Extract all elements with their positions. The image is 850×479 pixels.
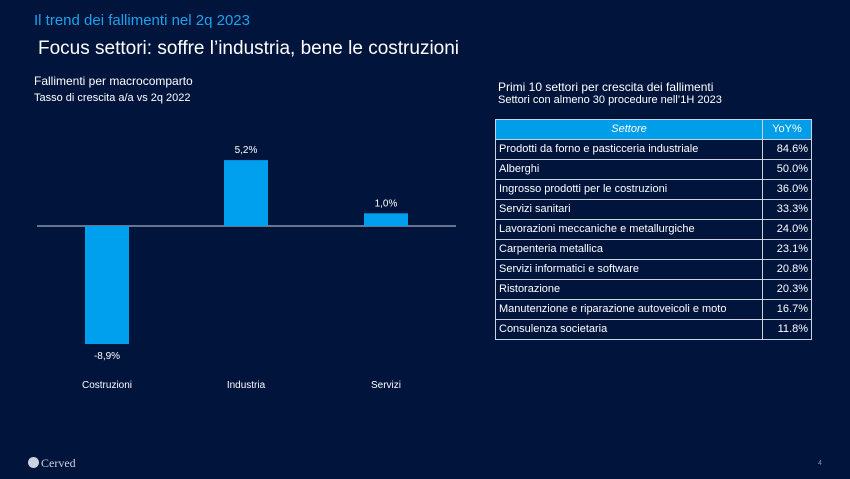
sector-yoy: 20.8% [762, 259, 812, 280]
bar-costruzioni [85, 226, 129, 345]
sector-yoy: 20.3% [762, 279, 812, 300]
bar-chart: -8,9% Costruzioni 5,2% Industria 1,0% Servizi [37, 145, 456, 391]
kicker-title: Il trend dei fallimenti nel 2q 2023 [34, 12, 250, 29]
table-header-row: Settore YoY% [495, 119, 812, 140]
value-label: -8,9% [94, 351, 120, 362]
cerved-mark-icon [28, 457, 39, 468]
value-label: 5,2% [235, 145, 258, 156]
table-row: Servizi informatici e software 20.8% [495, 259, 812, 280]
sectors-table: Settore YoY% Prodotti da forno e pasticc… [495, 119, 812, 340]
table-row: Consulenza societaria 11.8% [495, 319, 812, 340]
sector-name: Prodotti da forno e pasticceria industri… [495, 139, 763, 160]
page-number: 4 [818, 460, 822, 467]
table-row: Alberghi 50.0% [495, 159, 812, 180]
sector-name: Servizi informatici e software [495, 259, 763, 280]
table-row: Servizi sanitari 33.3% [495, 199, 812, 220]
sector-yoy: 11.8% [762, 319, 812, 340]
bar-industria [224, 160, 268, 226]
table-row: Manutenzione e riparazione autoveicoli e… [495, 299, 812, 320]
sector-yoy: 50.0% [762, 159, 812, 180]
sector-yoy: 33.3% [762, 199, 812, 220]
chart-title: Fallimenti per macrocomparto [34, 74, 193, 88]
category-label: Costruzioni [82, 380, 132, 391]
category-label: Servizi [371, 380, 401, 391]
sector-name: Ristorazione [495, 279, 763, 300]
value-label: 1,0% [375, 198, 398, 209]
sector-name: Lavorazioni meccaniche e metallurgiche [495, 219, 763, 240]
sector-yoy: 84.6% [762, 139, 812, 160]
sector-name: Manutenzione e riparazione autoveicoli e… [495, 299, 763, 320]
sector-name: Carpenteria metallica [495, 239, 763, 260]
table-body: Prodotti da forno e pasticceria industri… [495, 139, 812, 340]
sector-name: Ingrosso prodotti per le costruzioni [495, 179, 763, 200]
header-yoy: YoY% [762, 119, 812, 140]
page-headline: Focus settori: soffre l’industria, bene … [38, 38, 460, 59]
sector-name: Consulenza societaria [495, 319, 763, 340]
table-row: Carpenteria metallica 23.1% [495, 239, 812, 260]
chart-subtitle: Tasso di crescita a/a vs 2q 2022 [34, 92, 191, 104]
table-title: Primi 10 settori per crescita dei fallim… [498, 80, 714, 94]
sector-yoy: 23.1% [762, 239, 812, 260]
cerved-logo: Cerved [28, 456, 76, 471]
sector-yoy: 16.7% [762, 299, 812, 320]
bar-servizi [364, 213, 408, 226]
header-settore: Settore [495, 119, 763, 140]
table-row: Prodotti da forno e pasticceria industri… [495, 139, 812, 160]
sector-name: Servizi sanitari [495, 199, 763, 220]
table-row: Ristorazione 20.3% [495, 279, 812, 300]
table-row: Ingrosso prodotti per le costruzioni 36.0… [495, 179, 812, 200]
sector-name: Alberghi [495, 159, 763, 180]
sector-yoy: 36.0% [762, 179, 812, 200]
logo-text: Cerved [41, 456, 76, 470]
table-row: Lavorazioni meccaniche e metallurgiche 24… [495, 219, 812, 240]
table-subtitle: Settori con almeno 30 procedure nell’1H … [498, 94, 722, 106]
sector-yoy: 24.0% [762, 219, 812, 240]
category-label: Industria [227, 380, 266, 391]
